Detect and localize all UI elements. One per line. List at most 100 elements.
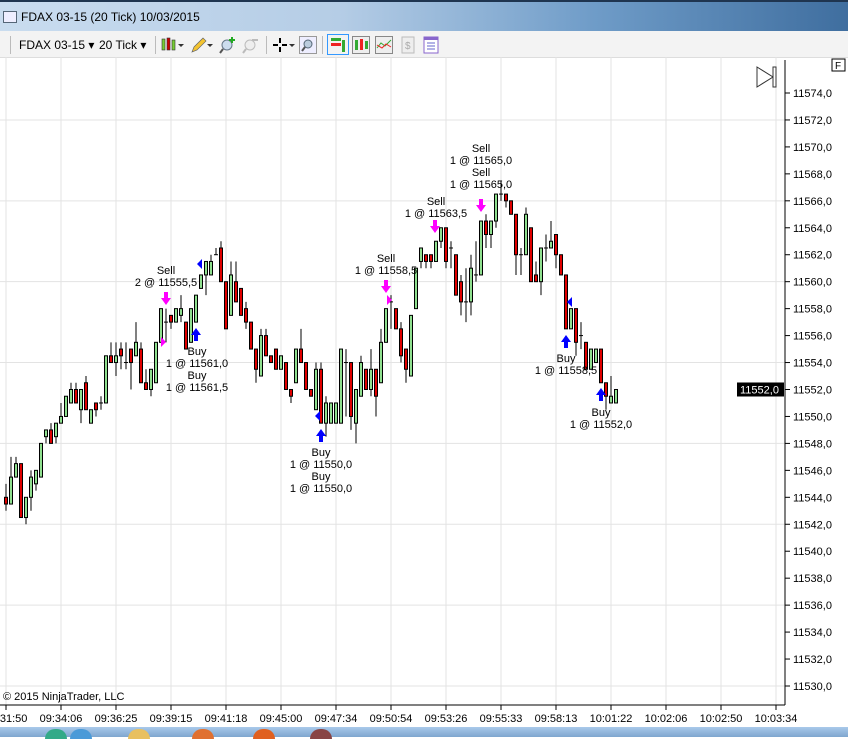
- trade-markers: [161, 199, 606, 442]
- trade-label-buy: Buy 1 @ 11550,0 Buy 1 @ 11550,0: [290, 447, 352, 495]
- candle-up: [14, 463, 18, 478]
- pencil-draw-icon[interactable]: [190, 36, 213, 54]
- indicators-icon[interactable]: [375, 36, 393, 54]
- y-tick-label: 11558,0: [793, 304, 832, 316]
- taskbar-explorer-icon[interactable]: [128, 729, 150, 739]
- candle-up: [369, 368, 373, 390]
- candle-up: [329, 402, 333, 424]
- x-tick-label: 10:02:50: [700, 713, 743, 725]
- candle-up: [149, 368, 153, 390]
- y-tick-label: 11572,0: [793, 115, 832, 127]
- trade-fill: 1 @ 11558,5: [354, 265, 418, 277]
- candle-up: [54, 422, 58, 438]
- candle-up: [179, 308, 183, 316]
- candle-down: [374, 368, 378, 397]
- chart-app-icon: [3, 11, 17, 23]
- trade-side: Sell: [376, 253, 396, 265]
- candle-down: [604, 382, 608, 397]
- zoom-box-icon[interactable]: [299, 36, 317, 54]
- y-tick-label: 11574,0: [793, 88, 832, 100]
- sell-arrow-icon: [476, 199, 486, 212]
- taskbar-ie-icon[interactable]: [70, 729, 92, 739]
- start-button[interactable]: [45, 729, 67, 739]
- candle-up: [34, 469, 38, 485]
- time-axis[interactable]: 09:31:50 09:34:06 09:36:25 09:39:15 09:41:18…: [0, 704, 797, 725]
- taskbar-firefox-icon[interactable]: [253, 729, 275, 739]
- x-tick-label: 10:02:06: [645, 713, 688, 725]
- candle-up: [324, 402, 328, 424]
- bar-chart-icon[interactable]: [352, 36, 370, 54]
- candle-down: [169, 314, 173, 323]
- price-axis[interactable]: 11574,0 11572,0 11570,0 11568,0 11566,0 11564…: [784, 60, 832, 705]
- candle-up: [594, 348, 598, 364]
- candle-down: [144, 382, 148, 390]
- candle-up: [29, 476, 33, 498]
- title-bar: FDAX 03-15 (20 Tick) 10/03/2015: [0, 0, 848, 31]
- candle-up: [39, 442, 43, 478]
- interval-selector[interactable]: 20 Tick ▾: [99, 36, 146, 54]
- candle-down: [484, 220, 488, 236]
- candle-up: [69, 388, 73, 404]
- axis-badge[interactable]: F: [831, 58, 846, 72]
- candle-down: [264, 335, 268, 357]
- y-tick-label: 11556,0: [793, 331, 832, 343]
- chart-grid: [0, 57, 785, 705]
- zoom-out-icon[interactable]: [242, 36, 260, 54]
- candle-up: [294, 348, 298, 384]
- candle-down: [454, 254, 458, 296]
- candle-down: [249, 321, 253, 350]
- toolbar-grip: [10, 36, 11, 54]
- candlestick-style-icon[interactable]: [161, 36, 184, 54]
- trade-fill: 1 @ 11552,0: [569, 419, 633, 431]
- candle-up: [314, 368, 318, 411]
- strategy-icon[interactable]: $: [399, 36, 417, 54]
- interval-label: 20 Tick: [99, 38, 138, 52]
- candle-down: [394, 308, 398, 330]
- taskbar-media-icon[interactable]: [192, 729, 214, 739]
- candle-down: [304, 362, 308, 390]
- instrument-selector[interactable]: FDAX 03-15 ▾: [19, 36, 94, 54]
- y-tick-label: 11564,0: [793, 223, 832, 235]
- candle-down: [404, 348, 408, 370]
- candle-up: [259, 335, 263, 377]
- candle-up: [609, 395, 613, 404]
- candle-up: [479, 220, 483, 276]
- x-tick-label: 09:53:26: [425, 713, 468, 725]
- y-tick-label: 11544,0: [793, 492, 832, 504]
- axis-badge-label: F: [835, 61, 841, 72]
- candle-up: [409, 314, 413, 377]
- taskbar-app-icon[interactable]: [310, 729, 332, 739]
- last-price-box: [737, 382, 784, 397]
- price-chart[interactable]: 11574,0 11572,0 11570,0 11568,0 11566,0 11564…: [0, 57, 848, 727]
- candle-up: [614, 388, 618, 404]
- sell-arrow-icon: [381, 280, 391, 293]
- trade-fill: 1 @ 11550,0: [289, 459, 353, 471]
- candle-up: [114, 355, 118, 364]
- trade-side: Buy: [311, 447, 331, 459]
- candle-down: [534, 274, 538, 283]
- buy-arrow-icon: [596, 388, 606, 401]
- buy-arrow-icon: [561, 335, 571, 348]
- candle-down: [239, 287, 243, 316]
- candle-down: [504, 193, 508, 202]
- svg-text:$: $: [405, 41, 411, 52]
- candle-down: [444, 227, 448, 262]
- candle-down: [109, 355, 113, 364]
- properties-icon[interactable]: [422, 36, 440, 54]
- zoom-in-icon[interactable]: [219, 36, 237, 54]
- crosshair-icon[interactable]: [272, 36, 295, 54]
- scroll-to-end-icon[interactable]: [756, 66, 777, 88]
- candle-up: [189, 308, 193, 343]
- last-price-label: 11552,0: [740, 384, 779, 396]
- candle-down: [559, 254, 563, 276]
- candle-up: [44, 429, 48, 438]
- candle-up: [339, 348, 343, 424]
- candle-down: [299, 348, 303, 364]
- candle-up: [524, 213, 528, 256]
- candle-down: [224, 281, 228, 330]
- data-box-icon[interactable]: [327, 34, 349, 55]
- candle-down: [364, 368, 368, 390]
- y-tick-label: 11538,0: [793, 573, 832, 585]
- candle-up: [439, 227, 443, 242]
- x-tick-label: 09:55:33: [480, 713, 523, 725]
